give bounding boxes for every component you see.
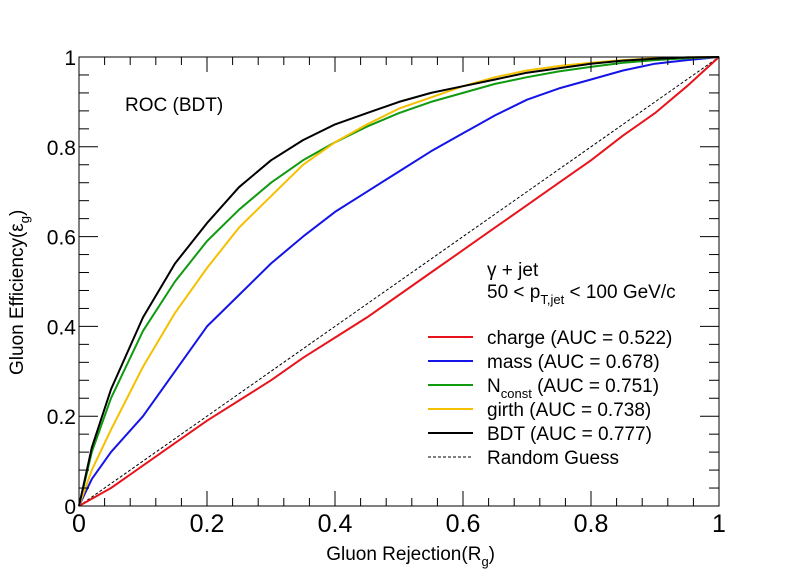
- legend-label-suffix-1: (AUC = 0.678): [532, 352, 659, 373]
- legend-label-main-1: mass: [487, 352, 532, 373]
- x-tick-label-0: 0: [72, 510, 86, 538]
- series-line-2: [78, 56, 720, 507]
- series-line-5: [78, 56, 720, 507]
- x-tick-label-1: 0.2: [190, 510, 225, 538]
- x-tick-label-4: 0.8: [574, 510, 609, 538]
- x-tick-label-5: 1: [712, 510, 726, 538]
- legend-label-suffix-3: (AUC = 0.738): [524, 400, 651, 421]
- annotation-line2-prefix: 50 < p: [487, 282, 540, 303]
- x-axis-label-close: ): [489, 544, 495, 565]
- legend-label-1: mass (AUC = 0.678): [487, 352, 660, 373]
- x-axis-label-main: Gluon Rejection(R: [326, 544, 481, 565]
- roc-curves: [78, 56, 720, 507]
- y-tick-label-1: 0.2: [47, 406, 76, 429]
- legend-label-main-3: girth: [487, 400, 524, 421]
- y-tick-label-5: 1: [64, 47, 76, 70]
- chart-title: ROC (BDT): [125, 95, 223, 116]
- legend-label-2: Nconst (AUC = 0.751): [487, 376, 659, 401]
- y-axis-label-main: Gluon Efficiency(ε: [7, 223, 28, 375]
- legend-label-suffix-2: (AUC = 0.751): [532, 376, 659, 397]
- legend-label-suffix-4: (AUC = 0.777): [525, 424, 652, 445]
- plot-frame: [78, 56, 720, 507]
- y-tick-label-0: 0: [64, 496, 76, 519]
- legend-label-main-5: Random Guess: [487, 448, 619, 469]
- x-tick-label-2: 0.4: [318, 510, 353, 538]
- axis-ticks: [78, 56, 720, 507]
- legend-label-sub-2: const: [501, 386, 532, 401]
- legend-label-main-0: charge: [487, 328, 545, 349]
- legend: charge (AUC = 0.522) mass (AUC = 0.678) Nc…: [428, 328, 672, 469]
- axis-tick-labels: 0 0.2 0.4 0.6 0.8 1 0 0.2 0.4 0.6 0.8 1: [47, 47, 726, 538]
- legend-label-main-4: BDT: [487, 424, 525, 445]
- annotation-line1: γ + jet: [487, 260, 539, 281]
- y-tick-label-4: 0.8: [47, 137, 76, 160]
- annotation-line2-suffix: < 100 GeV/c: [564, 282, 675, 303]
- legend-label-5: Random Guess: [487, 448, 619, 469]
- x-axis-label-sub: g: [481, 554, 488, 569]
- x-axis-label: Gluon Rejection(Rg): [326, 544, 495, 569]
- y-axis-label-close: ): [7, 210, 28, 216]
- y-tick-label-2: 0.4: [47, 316, 77, 339]
- legend-label-3: girth (AUC = 0.738): [487, 400, 651, 421]
- y-axis-label-sub: g: [17, 216, 32, 223]
- legend-label-suffix-0: (AUC = 0.522): [545, 328, 672, 349]
- annotation-line2-sub: T,jet: [540, 292, 564, 307]
- annotation-line2: 50 < pT,jet < 100 GeV/c: [487, 282, 676, 307]
- series-line-1: [78, 56, 720, 507]
- x-tick-label-3: 0.6: [446, 510, 481, 538]
- legend-label-4: BDT (AUC = 0.777): [487, 424, 652, 445]
- series-line-0: [78, 56, 720, 507]
- y-axis-label: Gluon Efficiency(εg): [7, 210, 32, 375]
- legend-label-0: charge (AUC = 0.522): [487, 328, 672, 349]
- y-tick-label-3: 0.6: [47, 227, 76, 250]
- series-line-4: [78, 56, 720, 507]
- legend-label-main-2: N: [487, 376, 501, 397]
